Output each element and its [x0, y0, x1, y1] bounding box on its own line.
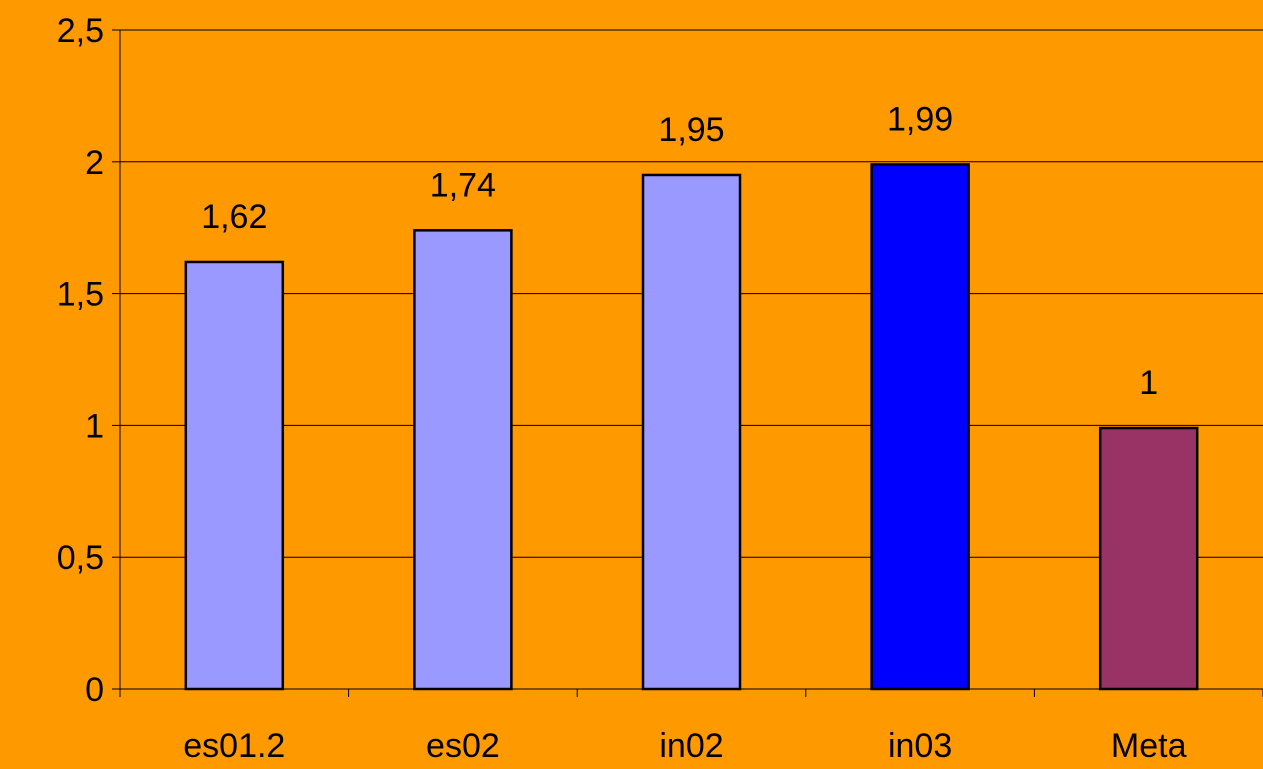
x-tick-label: in03 [888, 727, 952, 765]
data-label: 1 [1139, 364, 1158, 402]
y-axis: 0 0,5 1 1,5 2 2,5 [57, 12, 121, 709]
y-tick-label: 1,5 [57, 276, 104, 314]
data-label: 1,62 [201, 198, 267, 236]
bar-in02 [641, 173, 742, 691]
bar-es02 [413, 229, 513, 691]
bars [184, 163, 1199, 691]
y-tick-label: 2 [85, 144, 104, 182]
bar-in03 [870, 163, 970, 691]
data-label: 1,99 [887, 100, 953, 138]
x-tick-label: Meta [1111, 727, 1187, 765]
x-tick-label: in02 [659, 727, 723, 765]
x-tick-label: es02 [426, 727, 500, 765]
data-label: 1,95 [658, 111, 724, 149]
x-tick-label: es01.2 [183, 727, 285, 765]
x-axis: es01.2 es02 in02 in03 Meta [119, 688, 1263, 765]
y-tick-label: 0 [85, 671, 104, 709]
bar-es01-2 [184, 260, 285, 691]
y-tick-label: 0,5 [57, 539, 104, 577]
bar-meta [1098, 426, 1199, 691]
y-tick-label: 1 [85, 407, 104, 445]
y-tick-label: 2,5 [57, 12, 104, 50]
data-labels: 1,62 1,74 1,95 1,99 1 [201, 100, 1158, 402]
data-label: 1,74 [430, 166, 496, 204]
